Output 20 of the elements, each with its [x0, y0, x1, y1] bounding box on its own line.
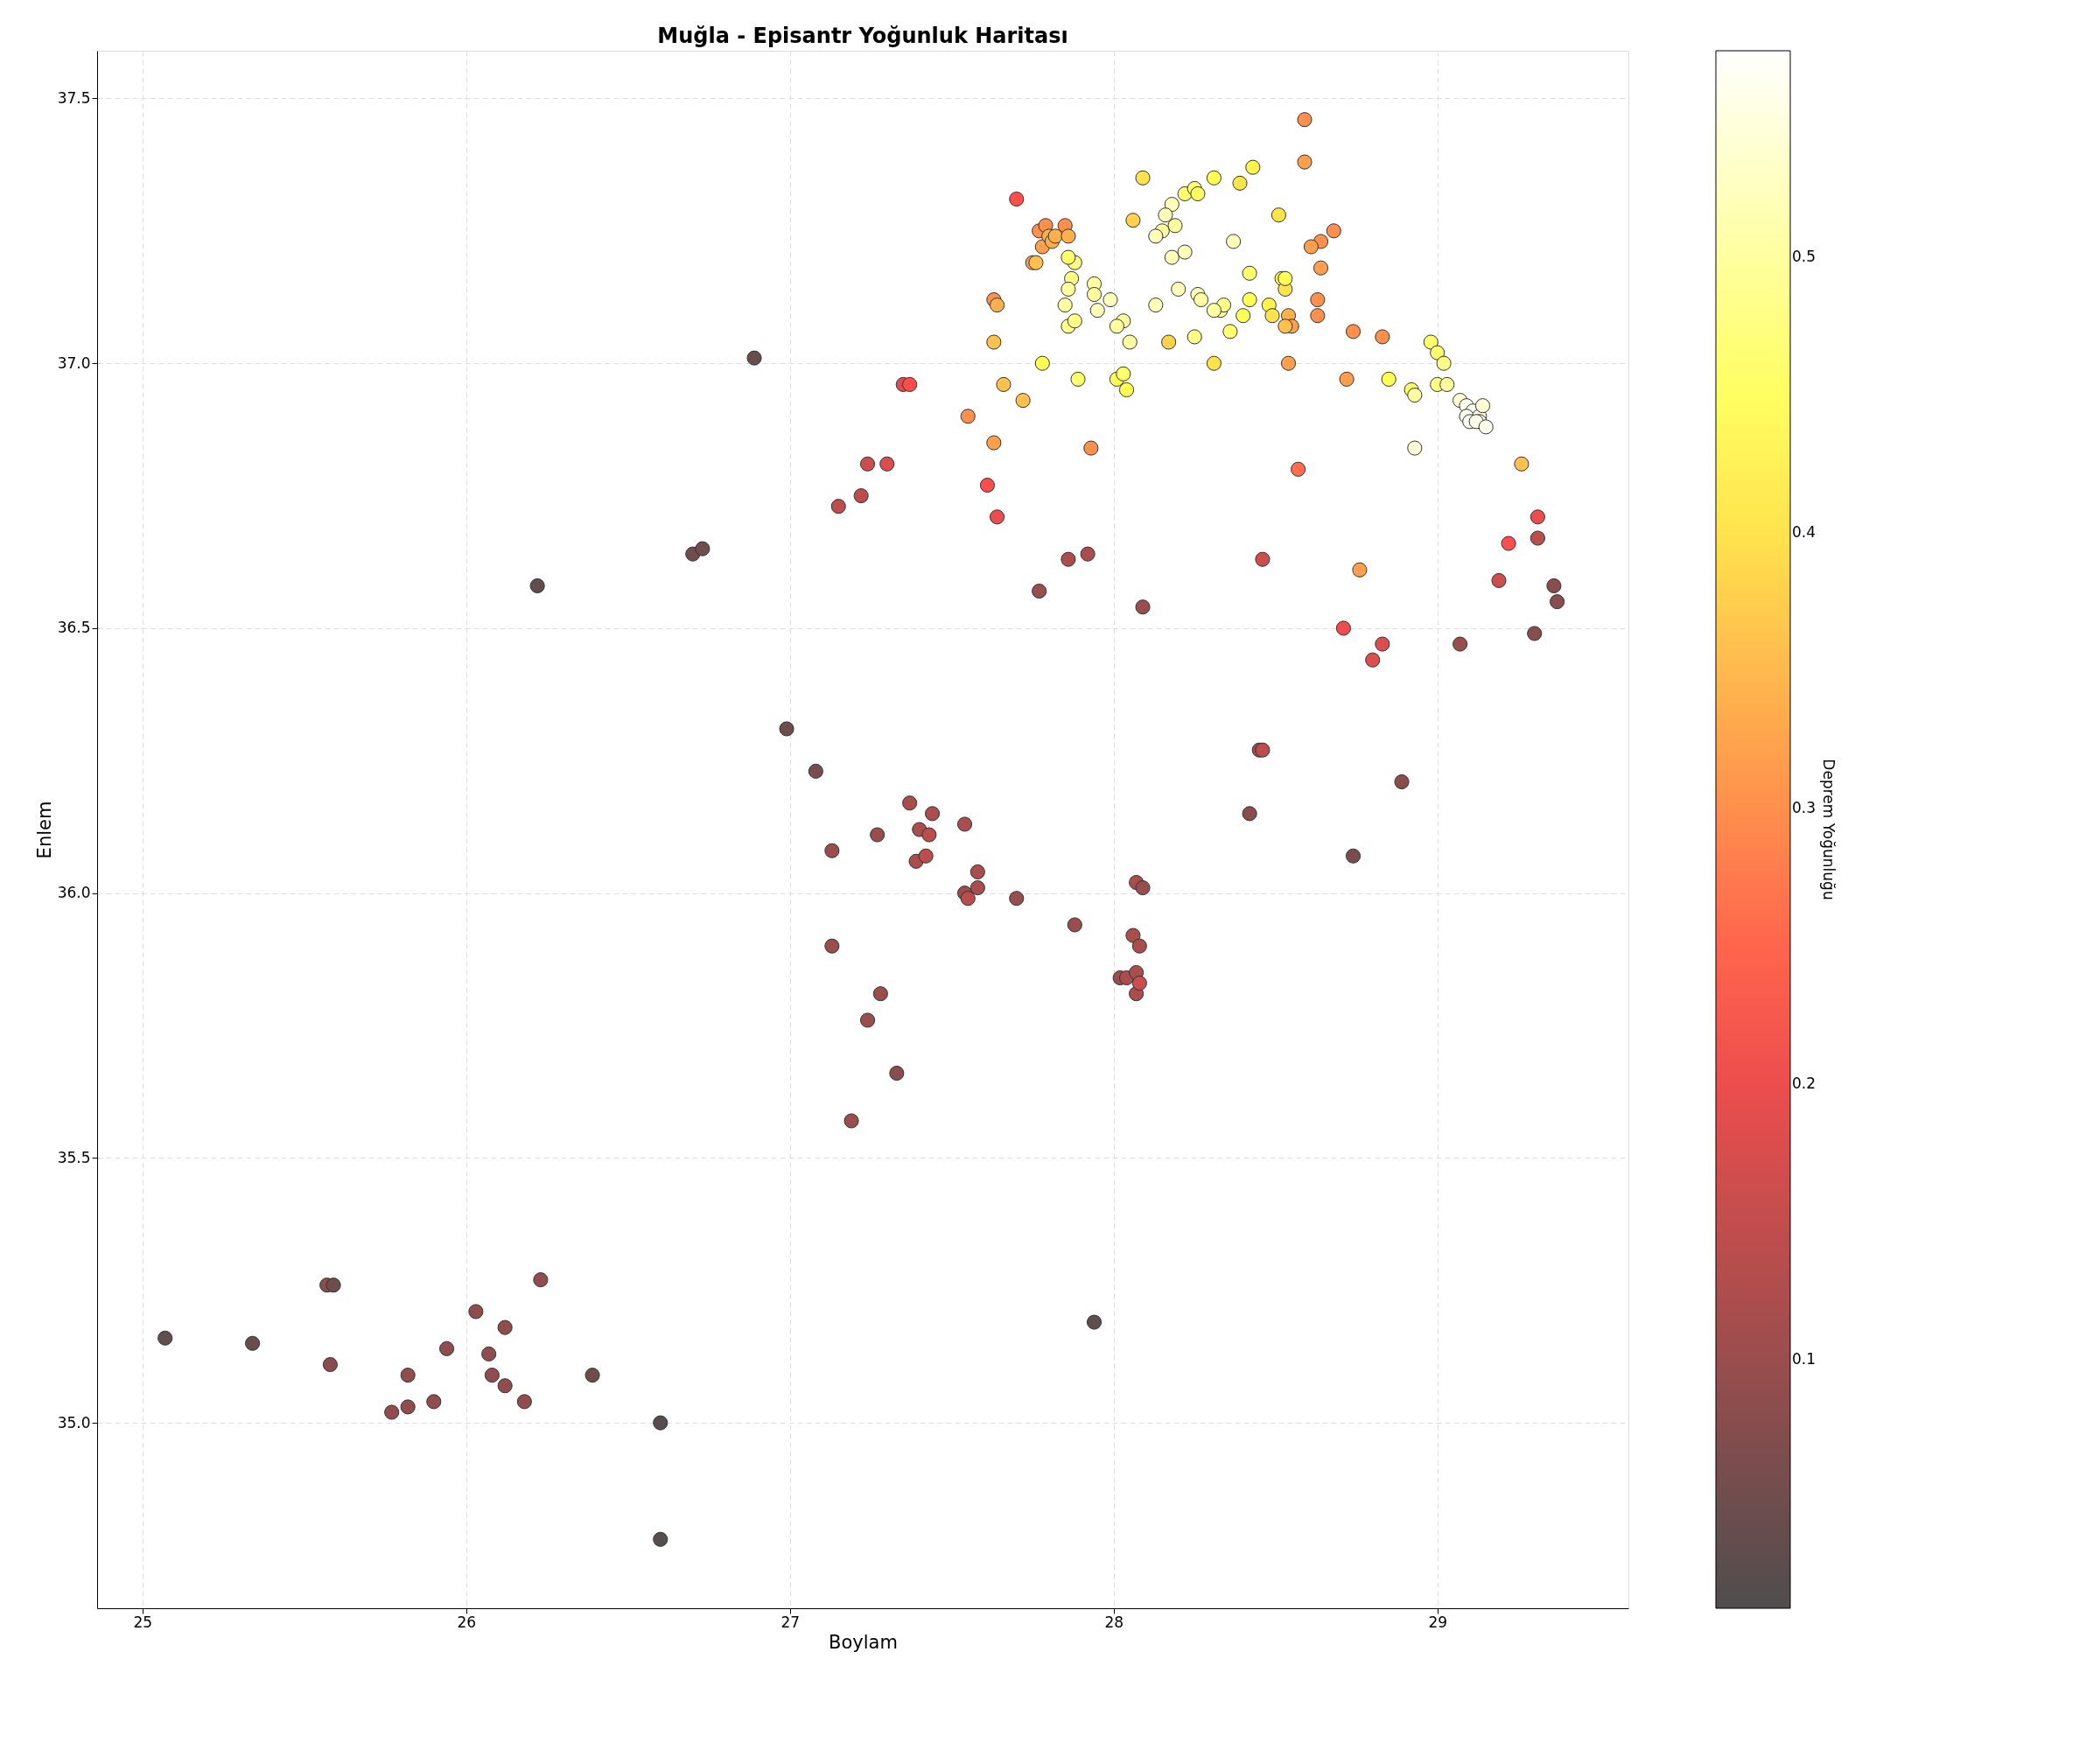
color-bar-label: 0.5 [1792, 248, 1816, 266]
color-bar-label: 0.1 [1792, 1350, 1816, 1368]
x-tick-label: 28 [1104, 1613, 1124, 1631]
y-tick-label: 35.5 [57, 1148, 91, 1166]
x-tick-label: 27 [780, 1613, 801, 1631]
x-axis-title: Boylam [829, 1631, 898, 1653]
color-bar-label: 0.2 [1792, 1074, 1816, 1093]
x-tick-label: 29 [1428, 1613, 1448, 1631]
y-tick-label: 37.0 [57, 354, 91, 372]
x-tick-label: 26 [457, 1613, 477, 1631]
y-tick-label: 36.0 [57, 884, 91, 902]
y-axis-title: Enlem [33, 801, 55, 859]
chart-title: Muğla - Episantr Yoğunluk Haritası [657, 24, 1068, 48]
y-tick-label: 36.5 [57, 619, 91, 637]
color-bar-title: Deprem Yoğunluğu [1820, 759, 1838, 900]
color-bar-label: 0.4 [1792, 523, 1816, 542]
y-tick-label: 37.5 [57, 88, 91, 107]
color-bar-label: 0.3 [1792, 799, 1816, 817]
x-tick-label: 25 [133, 1613, 153, 1631]
y-tick-label: 35.0 [57, 1413, 91, 1432]
